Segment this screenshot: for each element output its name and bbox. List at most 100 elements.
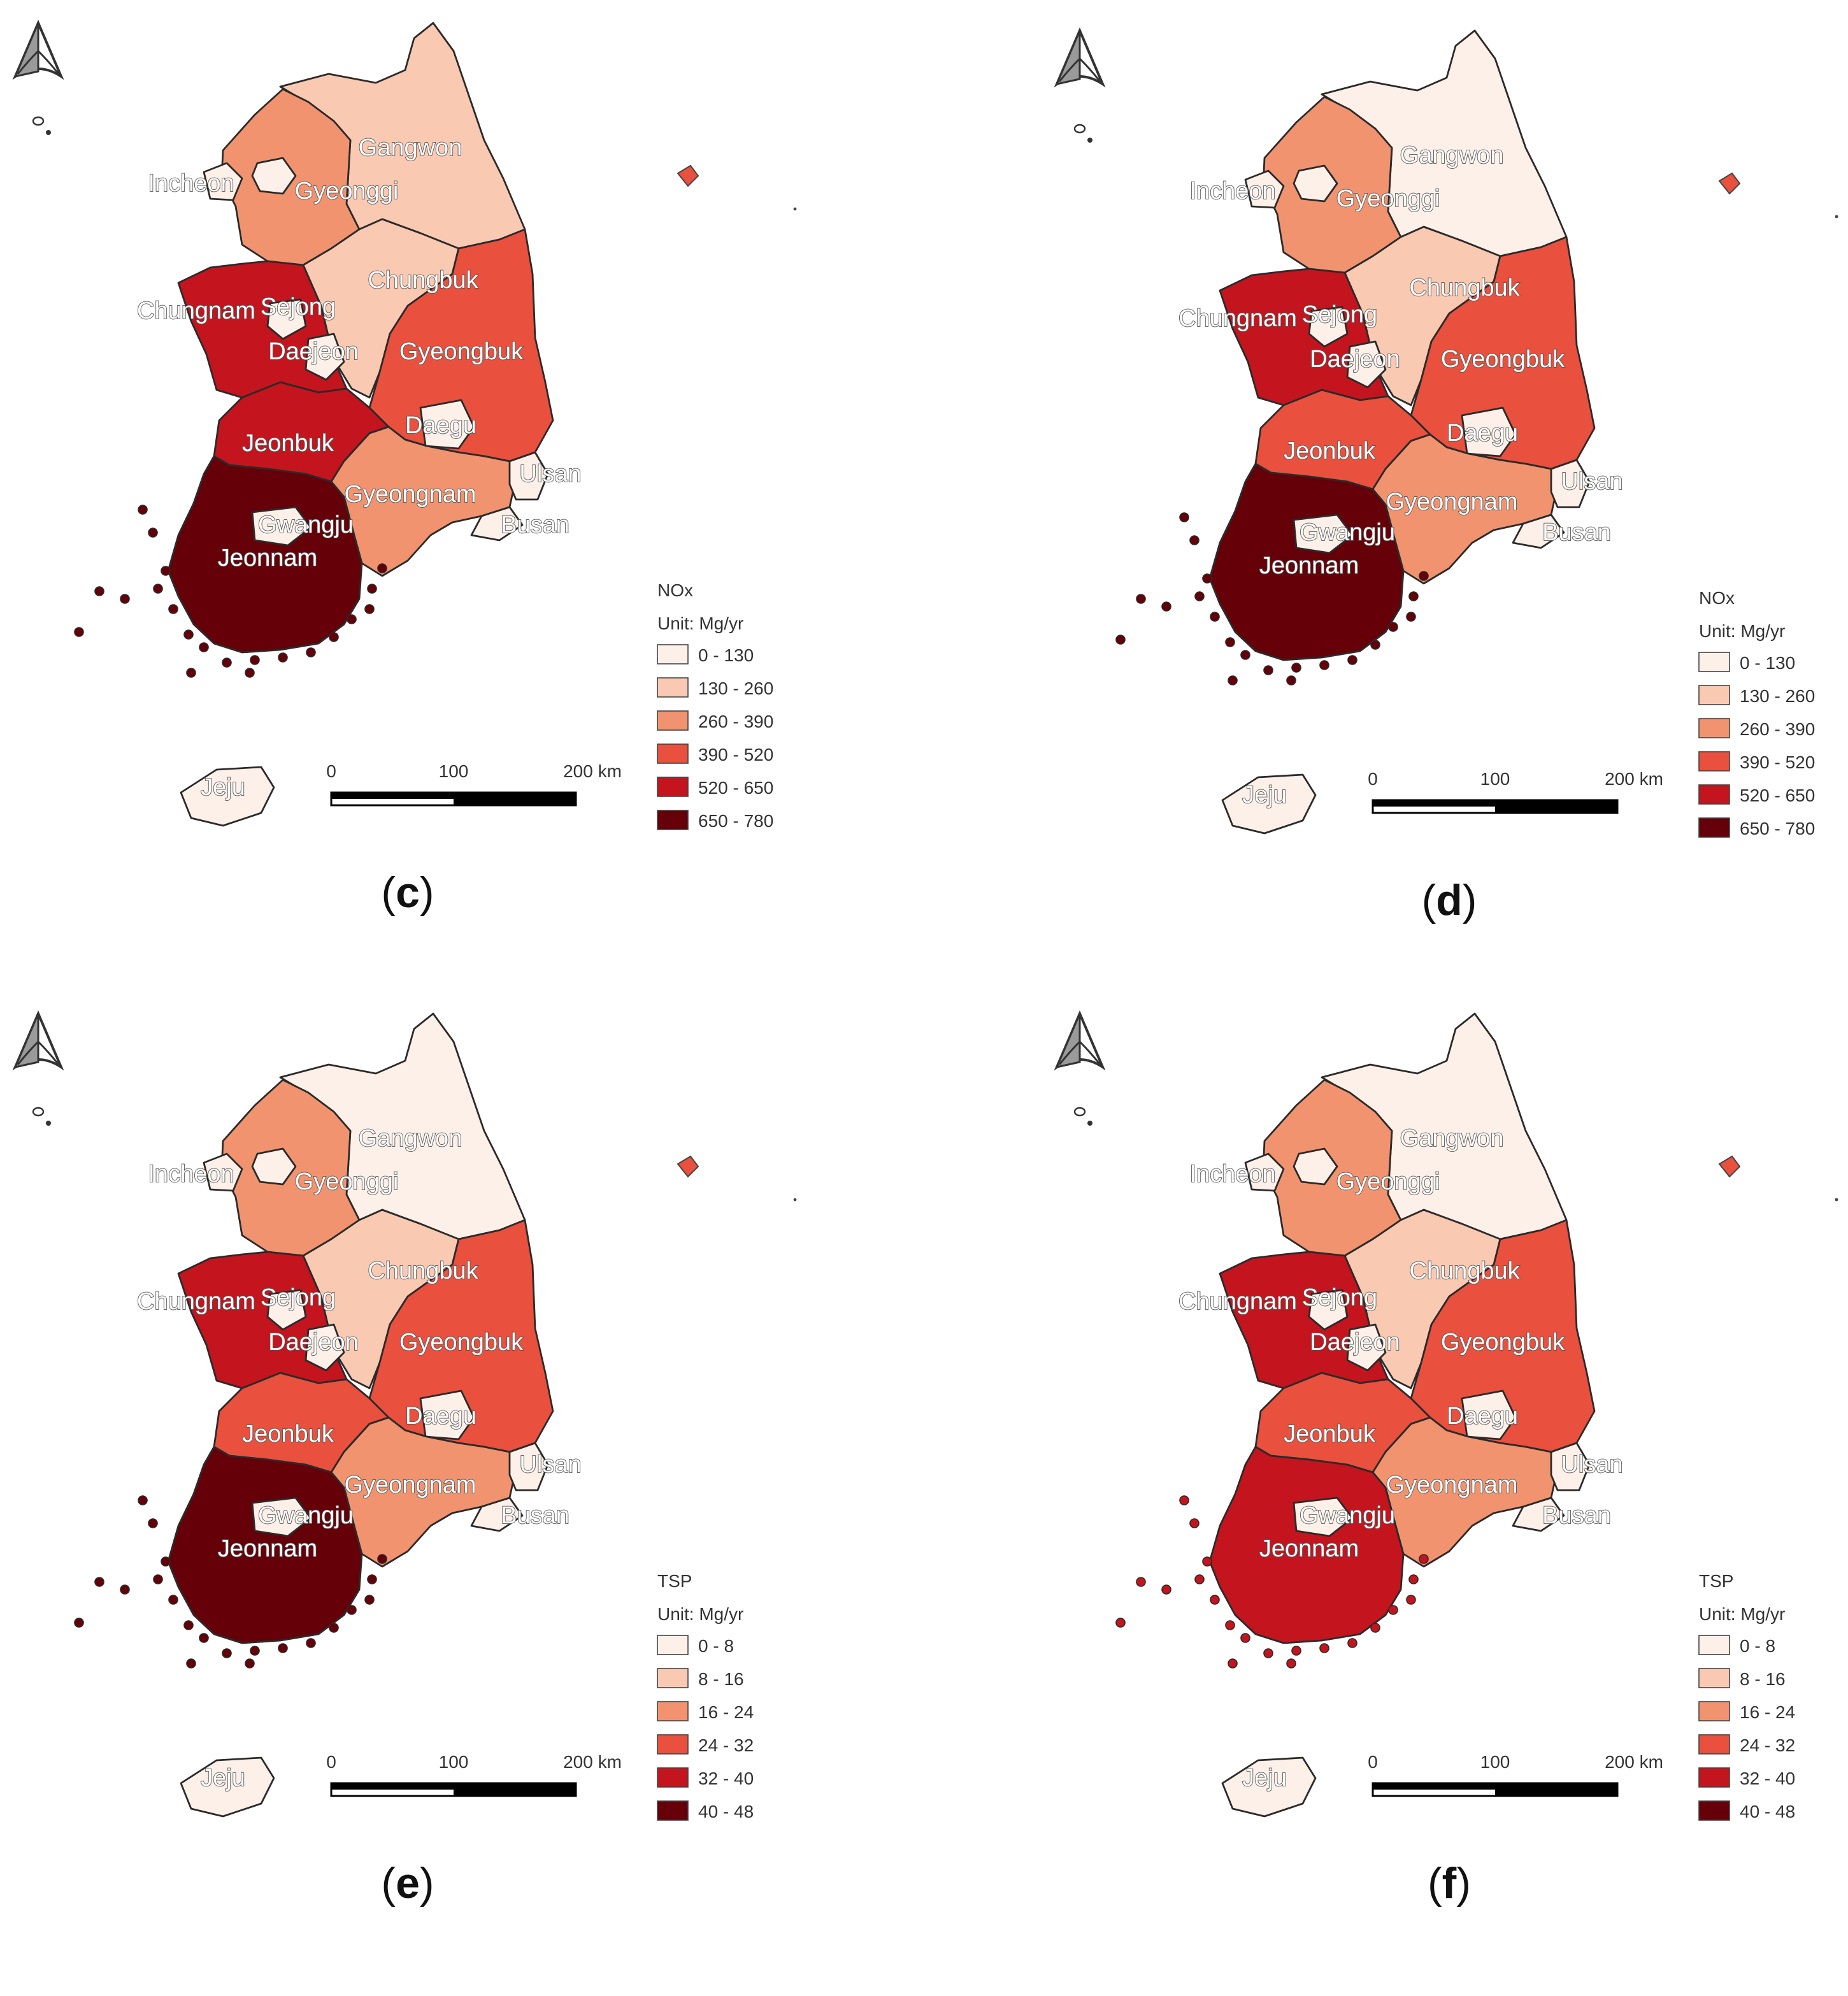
coastal-island — [1319, 660, 1329, 670]
dokdo-island — [793, 1198, 797, 1202]
dokdo-island — [1835, 215, 1838, 219]
label-jeonbuk: Jeonbuk — [1284, 438, 1376, 464]
coastal-island — [1136, 594, 1146, 604]
coastal-island — [168, 1595, 178, 1605]
region-daegu — [1461, 1389, 1517, 1440]
island-nw-dot — [1087, 1121, 1092, 1126]
coastal-island — [183, 629, 194, 640]
region-incheon — [203, 162, 243, 201]
label-gyeonggi: Gyeonggi — [1336, 1168, 1440, 1195]
region-jeonnam — [1208, 1446, 1405, 1644]
label-daejeon: Daejeon — [1310, 1329, 1400, 1356]
label-busan: Busan — [501, 1502, 569, 1529]
legend-swatch-5 — [1698, 817, 1730, 838]
coastal-island — [186, 1658, 196, 1669]
region-ulsan — [508, 451, 549, 501]
coastal-island — [329, 1623, 339, 1633]
region-sejong — [1308, 1289, 1349, 1331]
ulleungdo-island — [1718, 1155, 1741, 1178]
legend-title: NOx — [657, 580, 693, 600]
region-sejong — [266, 1289, 307, 1331]
coastal-island — [1240, 650, 1250, 660]
legend-swatch-4 — [657, 777, 689, 797]
label-daejeon: Daejeon — [268, 1329, 359, 1356]
coastal-island — [153, 1574, 163, 1584]
legend-unit: Unit: Mg/yr — [1699, 621, 1785, 641]
ulleungdo-island — [1718, 172, 1741, 195]
legend-label-5: 650 - 780 — [1740, 819, 1815, 838]
coastal-island — [1136, 1577, 1146, 1587]
legend-swatch-2 — [657, 710, 689, 731]
region-gwangju — [251, 506, 312, 547]
legend-label-2: 260 - 390 — [1740, 719, 1815, 739]
map-panel-c: Gangwon Incheon Gyeonggi Chungbuk Chungnam Se… — [12, 19, 797, 917]
label-chungnam: Chungnam — [1178, 1288, 1297, 1315]
legend-swatch-1 — [657, 677, 689, 698]
label-gwangju: Gwangju — [1300, 519, 1395, 546]
coastal-island — [1210, 1595, 1220, 1605]
region-busan — [470, 1497, 524, 1532]
coastal-island — [1291, 663, 1301, 673]
scale-label-200: 200 km — [1605, 769, 1663, 789]
region-busan — [1512, 513, 1565, 549]
north-arrow-icon — [12, 1010, 64, 1071]
label-busan: Busan — [1542, 1502, 1611, 1529]
region-ulsan — [1550, 459, 1591, 508]
region-seoul — [1293, 164, 1338, 203]
island-nw — [1073, 1107, 1086, 1117]
region-busan — [1512, 1497, 1565, 1532]
region-gwangju — [1293, 513, 1354, 554]
region-jeju — [180, 1756, 275, 1818]
label-daegu: Daegu — [405, 1403, 476, 1430]
coastal-island — [1210, 612, 1220, 622]
legend-label-4: 520 - 650 — [1740, 786, 1815, 805]
legend-label-2: 16 - 24 — [698, 1702, 754, 1722]
scale-label-100: 100 — [1480, 769, 1510, 789]
coastal-island — [347, 1605, 357, 1615]
label-ulsan: Ulsan — [519, 461, 581, 487]
legend-swatch-0 — [657, 644, 689, 664]
coastal-island — [1286, 675, 1296, 686]
legend-label-1: 8 - 16 — [1740, 1669, 1786, 1689]
legend-label-0: 0 - 130 — [1740, 653, 1795, 673]
legend-unit: Unit: Mg/yr — [657, 614, 743, 633]
coastal-island — [94, 586, 104, 596]
legend-swatch-2 — [657, 1701, 689, 1721]
coastal-island — [1286, 1658, 1296, 1669]
coastal-island — [1161, 601, 1171, 612]
coastal-island — [120, 1584, 130, 1595]
legend-swatch-4 — [657, 1767, 689, 1788]
coastal-island — [148, 528, 158, 538]
label-gwangju: Gwangju — [258, 1502, 354, 1529]
legend-swatch-1 — [1698, 685, 1730, 705]
coastal-island — [377, 1554, 387, 1564]
scale-bar: 0 100 200 km — [1368, 1752, 1663, 1797]
legend-label-4: 520 - 650 — [698, 778, 773, 798]
coastal-island — [186, 668, 196, 678]
legend: TSP Unit: Mg/yr 0 - 8 8 - 16 16 - 24 24 - 32 3… — [657, 1571, 754, 1821]
legend-title: TSP — [657, 1571, 692, 1591]
region-sejong — [266, 298, 307, 340]
coastal-island — [367, 1574, 377, 1584]
coastal-island — [161, 1556, 171, 1567]
label-sejong: Sejong — [1302, 1284, 1377, 1311]
coastal-island — [1161, 1584, 1171, 1595]
label-ulsan: Ulsan — [519, 1451, 581, 1478]
legend-label-3: 390 - 520 — [1740, 752, 1815, 772]
label-sejong: Sejong — [1302, 301, 1377, 328]
coastal-island — [153, 584, 163, 594]
label-gyeongnam: Gyeongnam — [1386, 1472, 1517, 1498]
scale-label-200: 200 km — [1605, 1752, 1663, 1772]
coastal-island — [1406, 612, 1416, 622]
region-jeju — [180, 766, 275, 827]
panel-caption: (d) — [1422, 876, 1477, 924]
scale-bar: 0 100 200 km — [1368, 769, 1663, 814]
map-panel-e: Gangwon Incheon Gyeonggi Chungbuk Chungnam Se… — [12, 1010, 797, 1907]
panel-caption: (c) — [381, 868, 434, 917]
dokdo-island — [1835, 1198, 1838, 1202]
label-daegu: Daegu — [405, 412, 476, 439]
scale-label-0: 0 — [1368, 1752, 1378, 1772]
coastal-island — [138, 505, 148, 515]
island-nw — [32, 116, 45, 126]
